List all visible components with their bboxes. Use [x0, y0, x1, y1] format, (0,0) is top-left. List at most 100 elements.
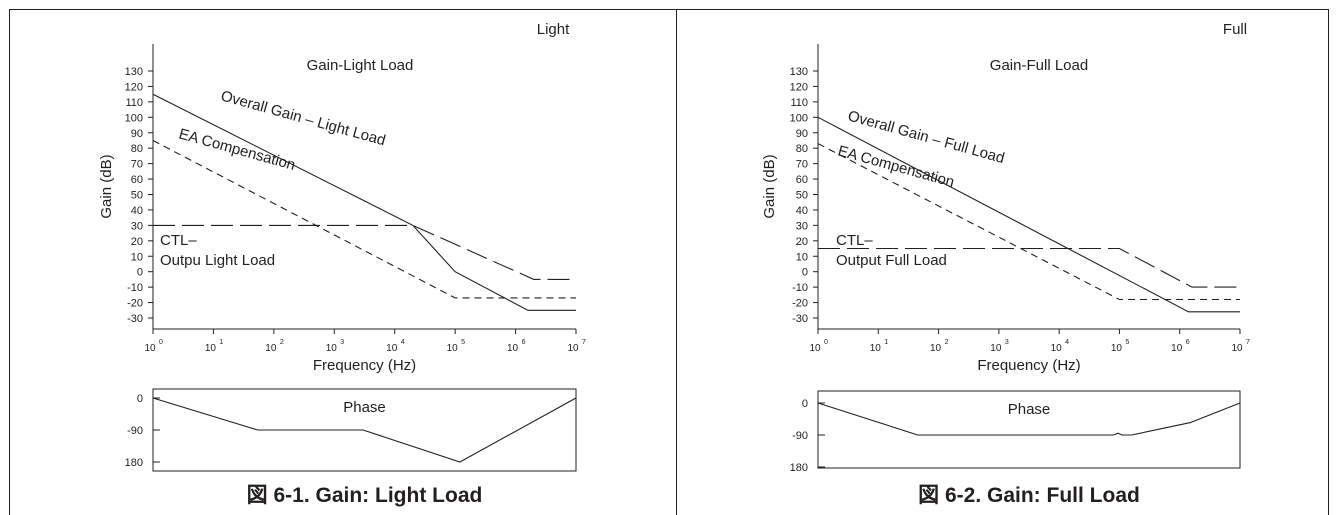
- y-tick-label: 100: [125, 112, 143, 124]
- ctl-output-label: Output Full Load: [836, 252, 947, 269]
- phase-label: Phase: [1008, 401, 1051, 418]
- x-tick-label: 10: [1231, 343, 1243, 354]
- x-tick-exponent: 6: [1186, 339, 1190, 346]
- y-tick-label: 20: [131, 236, 143, 248]
- x-tick-exponent: 3: [340, 339, 344, 346]
- y-tick-label: 120: [790, 81, 808, 93]
- x-tick-label: 10: [386, 343, 398, 354]
- x-axis-label: Frequency (Hz): [977, 357, 1080, 374]
- y-tick-label: 80: [131, 143, 143, 155]
- series-line-short-dash: [152, 140, 576, 299]
- corner-label: Light: [537, 21, 570, 38]
- x-tick-exponent: 7: [1246, 339, 1250, 346]
- x-tick-label: 10: [447, 343, 459, 354]
- y-tick-label: 0: [802, 267, 808, 279]
- ea-compensation-label: EA Compensation: [177, 125, 297, 173]
- y-axis-label: Gain (dB): [98, 154, 115, 218]
- phase-frame: [817, 390, 1241, 469]
- y-tick-label: 10: [796, 251, 808, 263]
- x-tick-label: 10: [144, 343, 156, 354]
- phase-line: [152, 397, 577, 463]
- x-tick-exponent: 0: [824, 339, 828, 346]
- x-tick-label: 10: [990, 343, 1002, 354]
- series-line-long-dash: [818, 247, 1240, 288]
- x-tick-exponent: 1: [884, 339, 888, 346]
- phase-tick-label: 180: [125, 457, 143, 469]
- phase-tick-label: 180: [790, 462, 808, 474]
- chart-title: Gain-Light Load: [307, 57, 414, 74]
- phase-line: [817, 402, 1241, 436]
- x-tick-exponent: 4: [1065, 339, 1069, 346]
- chart-title: Gain-Full Load: [990, 57, 1088, 74]
- phase-tick-label: 0: [137, 393, 143, 405]
- y-tick-label: 70: [796, 159, 808, 171]
- x-tick-exponent: 6: [522, 339, 526, 346]
- y-tick-label: 110: [125, 97, 143, 109]
- y-tick-label: 120: [125, 81, 143, 93]
- x-tick-exponent: 5: [461, 339, 465, 346]
- y-tick-label: 40: [796, 205, 808, 217]
- y-tick-label: 30: [796, 220, 808, 232]
- panel-divider: [676, 9, 677, 515]
- x-tick-label: 10: [205, 343, 217, 354]
- x-tick-exponent: 7: [582, 339, 586, 346]
- x-tick-label: 10: [809, 343, 821, 354]
- ctl-output-label: Outpu Light Load: [160, 252, 275, 269]
- series-line-short-dash: [817, 143, 1240, 301]
- y-tick-label: -20: [127, 298, 143, 310]
- phase-plot: 0 -90 180 Phase: [790, 390, 1241, 474]
- phase-tick-label: 0: [802, 398, 808, 410]
- figure-caption: 図 6-1. Gain: Light Load: [247, 484, 483, 507]
- y-tick-label: 130: [790, 66, 808, 78]
- x-tick-exponent: 3: [1005, 339, 1009, 346]
- x-tick-label: 10: [265, 343, 277, 354]
- y-tick-label: 90: [131, 128, 143, 140]
- x-tick-label: 10: [326, 343, 338, 354]
- figure-caption: 図 6-2. Gain: Full Load: [918, 484, 1140, 507]
- y-tick-label: 60: [796, 174, 808, 186]
- gain-axes: 1301201101009080706050403020100-10-20-30…: [790, 44, 1250, 354]
- series-line-solid: [152, 93, 576, 311]
- gain-light-load-chart: Light1301201101009080706050403020100-10-…: [98, 21, 586, 507]
- y-tick-label: 10: [131, 251, 143, 263]
- phase-label: Phase: [343, 399, 386, 416]
- x-tick-exponent: 4: [401, 339, 405, 346]
- gain-axes: 1301201101009080706050403020100-10-20-30…: [125, 44, 586, 354]
- y-tick-label: 50: [796, 190, 808, 202]
- x-tick-label: 10: [1051, 343, 1063, 354]
- x-tick-label: 10: [1111, 343, 1123, 354]
- x-tick-label: 10: [1171, 343, 1183, 354]
- y-tick-label: 60: [131, 174, 143, 186]
- phase-tick-label: -90: [792, 430, 808, 442]
- y-tick-label: 70: [131, 159, 143, 171]
- y-tick-label: 40: [131, 205, 143, 217]
- y-tick-label: 20: [796, 236, 808, 248]
- y-tick-label: 30: [131, 220, 143, 232]
- y-tick-label: 100: [790, 112, 808, 124]
- phase-plot: 0 -90 180 Phase: [125, 388, 577, 472]
- y-tick-label: -30: [127, 313, 143, 325]
- y-axis-label: Gain (dB): [761, 154, 778, 218]
- y-tick-label: 110: [790, 97, 808, 109]
- x-tick-label: 10: [567, 343, 579, 354]
- y-tick-label: 50: [131, 190, 143, 202]
- phase-tick-label: -90: [127, 425, 143, 437]
- x-tick-exponent: 1: [219, 339, 223, 346]
- x-tick-exponent: 2: [280, 339, 284, 346]
- series-line-long-dash: [153, 224, 576, 280]
- y-tick-label: -20: [792, 298, 808, 310]
- y-tick-label: -30: [792, 313, 808, 325]
- series-line-solid: [817, 116, 1240, 313]
- gain-full-load-chart: Full1301201101009080706050403020100-10-2…: [761, 21, 1250, 507]
- x-tick-exponent: 5: [1125, 339, 1129, 346]
- x-tick-exponent: 2: [945, 339, 949, 346]
- y-tick-label: -10: [127, 282, 143, 294]
- figure-frame: [9, 9, 1329, 515]
- ctl-output-label: CTL–: [836, 232, 873, 249]
- x-tick-exponent: 0: [159, 339, 163, 346]
- x-axis-label: Frequency (Hz): [313, 357, 416, 374]
- y-tick-label: 80: [796, 143, 808, 155]
- x-tick-label: 10: [930, 343, 942, 354]
- corner-label: Full: [1223, 21, 1247, 38]
- x-tick-label: 10: [870, 343, 882, 354]
